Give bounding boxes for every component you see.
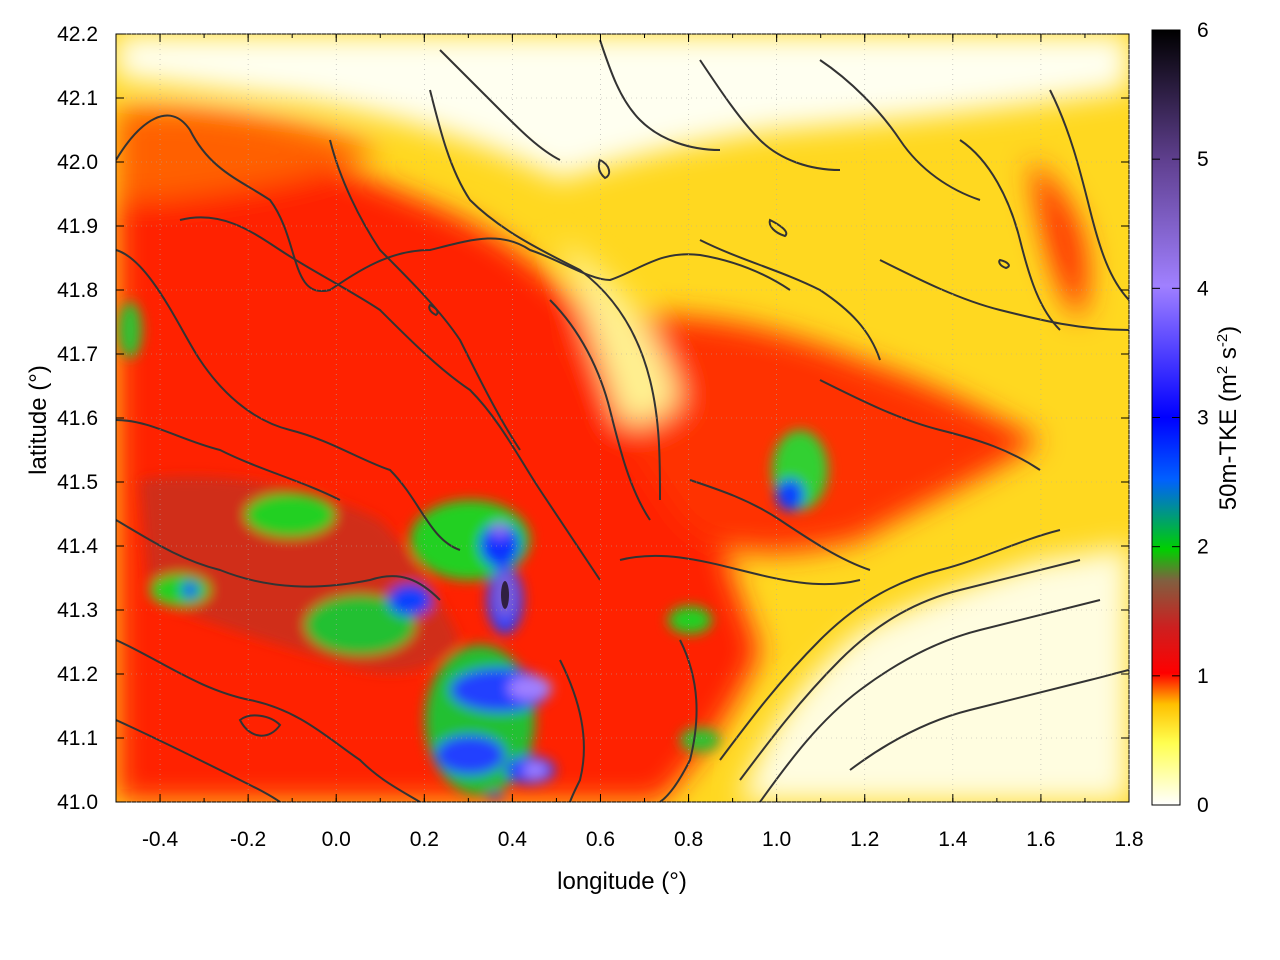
x-tick-label: 0.6 xyxy=(586,828,615,851)
x-tick-label: 1.4 xyxy=(938,828,968,851)
colorbar-title: 50m-TKE (m2 s-2) xyxy=(1214,326,1242,510)
y-tick-label: 41.2 xyxy=(57,663,98,686)
colorbar-tick-labels: 0 1 2 3 4 5 6 xyxy=(1152,19,1209,817)
y-tick-label: 41.6 xyxy=(57,407,98,430)
y-tick-label: 41.0 xyxy=(57,791,98,814)
y-tick-label: 41.5 xyxy=(57,471,98,494)
colorbar-tick-label: 4 xyxy=(1197,277,1209,300)
x-tick-label: 1.8 xyxy=(1114,828,1143,851)
axis-ticks xyxy=(115,33,1130,803)
x-tick-label: -0.4 xyxy=(142,828,179,851)
colorbar-tick-label: 0 xyxy=(1197,794,1209,817)
x-tick-label: 1.2 xyxy=(850,828,879,851)
x-tick-label: -0.2 xyxy=(230,828,266,851)
gridlines xyxy=(116,33,1130,803)
y-tick-label: 41.8 xyxy=(57,279,98,302)
terrain-contours xyxy=(116,39,1129,802)
x-axis-title: longitude (°) xyxy=(557,868,687,895)
y-tick-label: 41.7 xyxy=(57,343,98,366)
x-tick-label: 1.6 xyxy=(1026,828,1055,851)
x-tick-label: 1.0 xyxy=(762,828,791,851)
y-tick-label: 41.4 xyxy=(57,535,98,558)
x-tick-label: 0.0 xyxy=(322,828,351,851)
colorbar-tick-label: 5 xyxy=(1197,148,1209,171)
x-tick-labels: -0.4 -0.2 0.0 0.2 0.4 0.6 0.8 1.0 1.2 1.4 1.6 1.8 xyxy=(142,828,1144,851)
x-tick-label: 0.8 xyxy=(674,828,703,851)
colorbar-tick-label: 2 xyxy=(1197,536,1209,559)
x-tick-label: 0.2 xyxy=(410,828,439,851)
colorbar-tick-label: 3 xyxy=(1197,407,1209,430)
colorbar-tick-label: 6 xyxy=(1197,19,1209,42)
y-tick-label: 42.0 xyxy=(57,151,98,174)
colorbar-tick-label: 1 xyxy=(1197,665,1209,688)
y-tick-label: 41.3 xyxy=(57,599,98,622)
x-tick-label: 0.4 xyxy=(498,828,528,851)
y-tick-labels: 41.0 41.1 41.2 41.3 41.4 41.5 41.6 41.7 41.8 41.9… xyxy=(57,23,98,814)
y-axis-title: latitude (°) xyxy=(25,365,52,475)
y-tick-label: 41.9 xyxy=(57,215,98,238)
y-tick-label: 42.1 xyxy=(57,87,98,110)
y-tick-label: 41.1 xyxy=(57,727,98,750)
tke-field xyxy=(116,34,1129,802)
y-tick-label: 42.2 xyxy=(57,23,98,46)
